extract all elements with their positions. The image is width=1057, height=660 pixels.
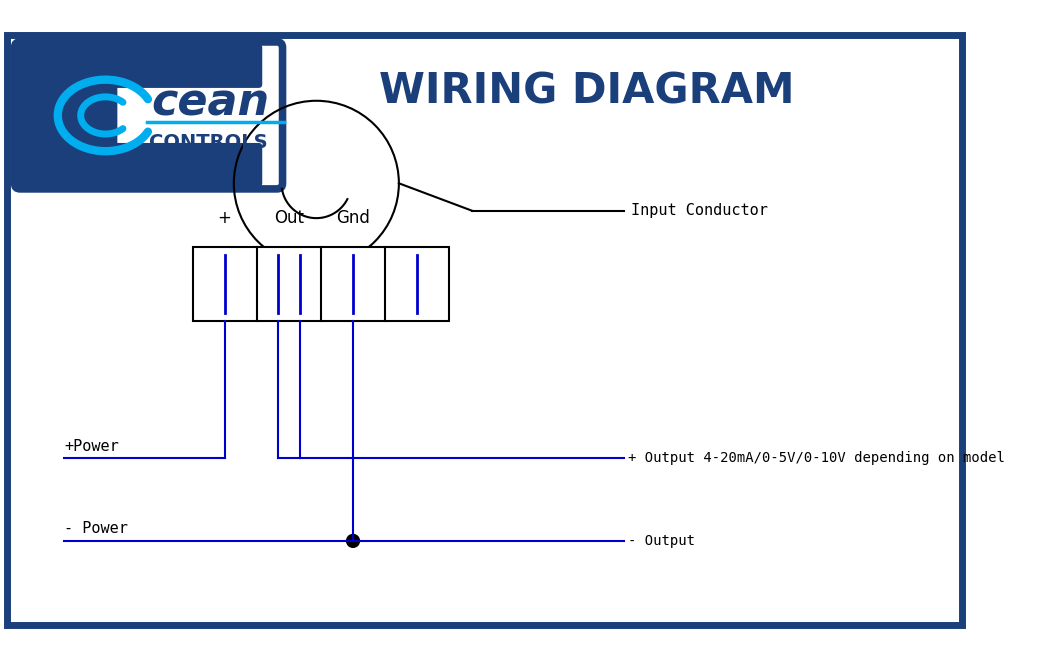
FancyBboxPatch shape: [17, 44, 70, 187]
Text: Input Conductor: Input Conductor: [631, 203, 767, 218]
FancyBboxPatch shape: [117, 46, 279, 185]
Circle shape: [347, 535, 359, 547]
Text: Out: Out: [274, 209, 303, 227]
Text: Gnd: Gnd: [336, 209, 370, 227]
Text: CONTROLS: CONTROLS: [149, 133, 267, 152]
Bar: [192, 248, 449, 321]
Text: +Power: +Power: [64, 439, 119, 454]
FancyBboxPatch shape: [17, 44, 262, 88]
Text: - Power: - Power: [64, 521, 128, 537]
FancyBboxPatch shape: [13, 40, 284, 191]
FancyBboxPatch shape: [17, 143, 262, 187]
Text: WIRING DIAGRAM: WIRING DIAGRAM: [379, 71, 795, 113]
Text: + Output 4-20mA/0-5V/0-10V depending on model: + Output 4-20mA/0-5V/0-10V depending on …: [628, 451, 1005, 465]
Text: +: +: [218, 209, 231, 227]
Text: - Output: - Output: [628, 534, 696, 548]
Text: cean: cean: [151, 81, 270, 124]
